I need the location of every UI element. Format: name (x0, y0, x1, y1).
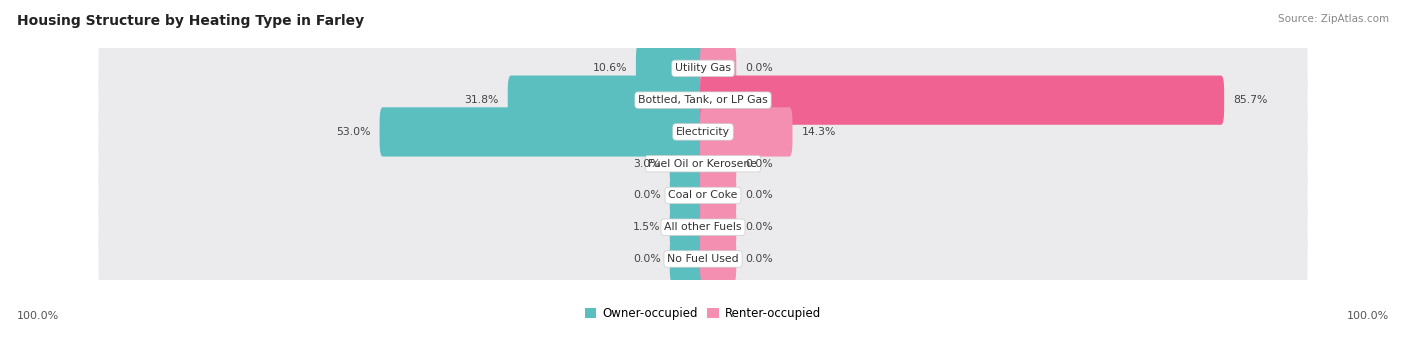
FancyBboxPatch shape (98, 135, 1308, 192)
Text: 0.0%: 0.0% (745, 190, 773, 201)
Text: Source: ZipAtlas.com: Source: ZipAtlas.com (1278, 14, 1389, 24)
Text: 100.0%: 100.0% (1347, 311, 1389, 321)
FancyBboxPatch shape (669, 203, 706, 252)
Text: Electricity: Electricity (676, 127, 730, 137)
Text: 31.8%: 31.8% (464, 95, 499, 105)
Text: All other Fuels: All other Fuels (664, 222, 742, 232)
Text: 85.7%: 85.7% (1233, 95, 1268, 105)
FancyBboxPatch shape (700, 107, 793, 157)
FancyBboxPatch shape (669, 171, 706, 220)
Text: 0.0%: 0.0% (745, 222, 773, 232)
Text: 53.0%: 53.0% (336, 127, 370, 137)
Text: 0.0%: 0.0% (633, 254, 661, 264)
FancyBboxPatch shape (98, 40, 1308, 97)
FancyBboxPatch shape (700, 44, 737, 93)
Text: Housing Structure by Heating Type in Farley: Housing Structure by Heating Type in Far… (17, 14, 364, 28)
FancyBboxPatch shape (508, 76, 706, 125)
Text: Coal or Coke: Coal or Coke (668, 190, 738, 201)
Text: 10.6%: 10.6% (592, 63, 627, 73)
FancyBboxPatch shape (700, 234, 737, 284)
Text: 0.0%: 0.0% (745, 63, 773, 73)
FancyBboxPatch shape (98, 72, 1308, 129)
FancyBboxPatch shape (700, 171, 737, 220)
FancyBboxPatch shape (98, 167, 1308, 224)
FancyBboxPatch shape (700, 139, 737, 188)
Text: 0.0%: 0.0% (745, 254, 773, 264)
Text: 3.0%: 3.0% (633, 159, 661, 169)
FancyBboxPatch shape (98, 231, 1308, 287)
Text: 0.0%: 0.0% (633, 190, 661, 201)
FancyBboxPatch shape (380, 107, 706, 157)
Text: 14.3%: 14.3% (801, 127, 837, 137)
Text: No Fuel Used: No Fuel Used (668, 254, 738, 264)
FancyBboxPatch shape (98, 103, 1308, 160)
Legend: Owner-occupied, Renter-occupied: Owner-occupied, Renter-occupied (579, 302, 827, 325)
FancyBboxPatch shape (636, 44, 706, 93)
FancyBboxPatch shape (669, 139, 706, 188)
Text: Bottled, Tank, or LP Gas: Bottled, Tank, or LP Gas (638, 95, 768, 105)
FancyBboxPatch shape (700, 76, 1225, 125)
Text: 0.0%: 0.0% (745, 159, 773, 169)
FancyBboxPatch shape (98, 199, 1308, 256)
FancyBboxPatch shape (669, 234, 706, 284)
FancyBboxPatch shape (700, 203, 737, 252)
Text: 1.5%: 1.5% (633, 222, 661, 232)
Text: Utility Gas: Utility Gas (675, 63, 731, 73)
Text: Fuel Oil or Kerosene: Fuel Oil or Kerosene (648, 159, 758, 169)
Text: 100.0%: 100.0% (17, 311, 59, 321)
